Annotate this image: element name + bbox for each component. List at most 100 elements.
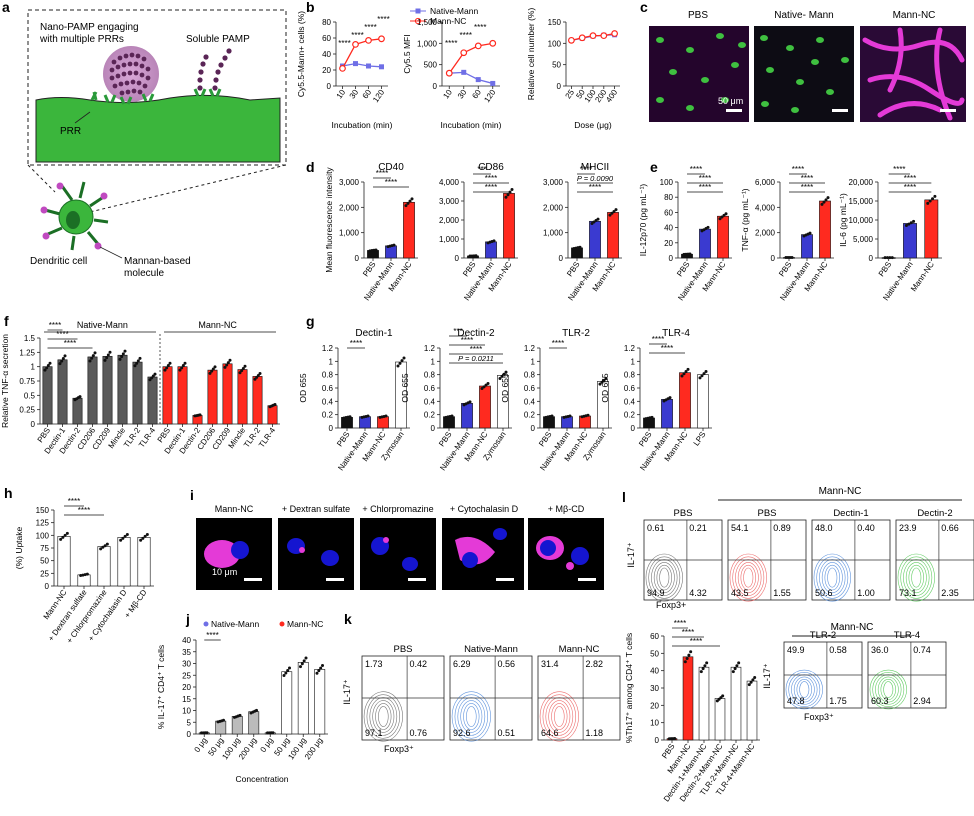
prr-receptors — [90, 88, 222, 105]
chart-g1-ytick-label-0: 0 — [329, 424, 334, 433]
chart-e3-dot-2-1 — [928, 199, 932, 203]
chart-d3-title: MHCII — [581, 162, 609, 173]
l-plot-4-title: TLR-2 — [810, 630, 836, 641]
panel-letter-k: k — [344, 611, 352, 627]
chart-l2-sig-1: **** — [682, 628, 694, 637]
chart-b2-ytick-label-3: 1,500 — [417, 18, 438, 27]
l-plot-3-contour-0 — [911, 567, 922, 588]
chart-d2-ytick-label-4: 4,000 — [439, 178, 460, 187]
chart-l2-dot-5-3 — [753, 676, 757, 680]
l-plot-2-contour-4 — [816, 556, 849, 599]
chart-b2-sig-2: **** — [474, 23, 486, 32]
l-plot-5-q2: 0.74 — [913, 645, 931, 655]
chart-e1-dot-2-3 — [724, 212, 728, 216]
chart-g4-ytick-label-1: 0.2 — [624, 411, 636, 420]
l-plot-4-q2: 0.58 — [829, 645, 847, 655]
prr-label: PRR — [60, 126, 81, 137]
chart-h-sig-0: **** — [68, 497, 80, 506]
chart-b2-series-1-point-2 — [474, 42, 482, 50]
chart-j-dot-5-3 — [288, 666, 292, 670]
chart-b2-ylabel: Cy5.5 MFI — [402, 34, 412, 73]
chart-l2-dot-1-2 — [687, 653, 691, 657]
chart-b1-ytick-label-0: 0 — [327, 82, 332, 91]
k-plot-0: 1.73 0.42 97.1 0.76 PBS — [361, 644, 445, 742]
i-title-2: + Dextran sulfate — [282, 504, 350, 514]
chart-b1-series-0-point-1 — [353, 61, 358, 67]
chart-b1-series-1-line — [341, 38, 382, 69]
k-plot-0-contour-5 — [363, 691, 403, 742]
l-plot-3-contour-1 — [908, 564, 924, 591]
chart-d3-dot-2-2 — [612, 209, 616, 213]
chart-g3-dot-3-3 — [604, 377, 608, 381]
chart-b2-series-1-point-1 — [460, 49, 468, 57]
chart-h-dot-0-0 — [59, 537, 63, 541]
chart-d2-bar-1 — [485, 241, 497, 259]
chart-f-ytick-label-5: 1.25 — [19, 348, 35, 357]
l-plot-0-q1: 0.61 — [647, 523, 665, 533]
chart-f-ytick-label-4: 1 — [31, 363, 36, 372]
chart-e1-ylabel: IL-12p70 (pg mL⁻¹) — [638, 184, 648, 257]
chart-d1: 0 1,000 2,000 3,000 Mean fluorescence intens… — [324, 162, 418, 302]
chart-b1-series-1-point-0 — [339, 64, 346, 72]
chart-j-dot-6-0 — [298, 665, 302, 669]
chart-f-dot-13-0 — [238, 371, 242, 375]
micrograph-mannnc — [860, 26, 966, 122]
chart-g1-dot-2-3 — [384, 414, 388, 418]
chart-f-dot-12-1 — [225, 363, 229, 367]
chart-g2-sig-1: **** — [461, 336, 473, 345]
chart-d2-sig-1: **** — [485, 174, 497, 183]
l-plot-0-contour-2 — [653, 562, 675, 594]
chart-h-ytick-label-1: 25 — [40, 569, 49, 578]
chart-f-dot-8-0 — [163, 368, 167, 372]
chart-j-dot-5-1 — [284, 671, 288, 675]
chart-j-dot-1-3 — [222, 718, 226, 722]
chart-e3-sig-2: **** — [904, 183, 916, 192]
chart-b2-xtick-label-0: 10 — [441, 88, 454, 101]
chart-l2-bar-5 — [746, 680, 758, 741]
chart-e2-xtick-label-0: PBS — [777, 260, 794, 278]
chart-e1-ytick-label-0: 0 — [669, 254, 674, 263]
chart-j-dot-4-3 — [271, 731, 275, 735]
chart-b2-ytick-label-2: 1,000 — [417, 39, 438, 48]
scalebar-label-c: 50 μm — [718, 96, 743, 106]
micrograph-native — [754, 26, 854, 122]
chart-l2-bar-4 — [730, 666, 742, 741]
chart-g2-dot-2-3 — [486, 381, 490, 385]
chart-g1-xtick-label-0: PBS — [335, 430, 352, 448]
scalebar-label-i: 10 μm — [212, 567, 237, 577]
chart-h-dot-0-3 — [65, 531, 69, 535]
chart-d3-ytick-label-1: 1,000 — [543, 229, 564, 238]
chart-b2-series-0-line — [449, 71, 493, 85]
chart-j-ytick-label-3: 15 — [182, 695, 191, 704]
chart-f-dot-11-0 — [208, 371, 212, 375]
chart-f-group-0: Native-Mann — [77, 320, 128, 330]
chart-e2-ytick-label-2: 4,000 — [755, 203, 776, 212]
chart-f-bar-13 — [237, 369, 248, 425]
zoom-line-left — [27, 164, 56, 193]
chart-d3-xtick-label-0: PBS — [565, 260, 582, 278]
chart-l2-ytick-label-4: 40 — [650, 667, 659, 676]
l-plot-2-contour-0 — [827, 567, 838, 588]
l-plot-3: 23.9 0.66 73.1 2.35 Dectin-2 — [895, 508, 974, 602]
panel-i: i Mann-NC + Dextran sulfate + Chlorproma… — [190, 487, 604, 590]
chart-h-dot-1-0 — [79, 574, 83, 578]
nano-label-line2: with multiple PRRs — [39, 34, 124, 45]
chart-e3-ytick-label-3: 15,000 — [849, 197, 874, 206]
chart-d3-ytick-label-2: 2,000 — [543, 203, 564, 212]
k-plot-2-q2: 2.82 — [586, 659, 604, 669]
k-plot-2-contour-5 — [539, 691, 579, 742]
chart-j-dot-2-3 — [238, 713, 242, 717]
chart-d1-ytick-label-0: 0 — [355, 254, 360, 263]
chart-f-xtick-label-7: TLR-4 — [137, 426, 157, 450]
k-plot-2-q1: 31.4 — [541, 659, 559, 669]
chart-g3-ytick-label-5: 1 — [531, 357, 536, 366]
chart-f-dot-1-2 — [61, 357, 65, 361]
l-plot-4-q4: 1.75 — [829, 696, 847, 706]
chart-b3-ytick-label-0: 0 — [557, 82, 562, 91]
k-plot-0-contour-0 — [378, 706, 389, 727]
chart-e2-dot-2-1 — [822, 200, 826, 204]
chart-j-bar-2 — [231, 716, 243, 735]
